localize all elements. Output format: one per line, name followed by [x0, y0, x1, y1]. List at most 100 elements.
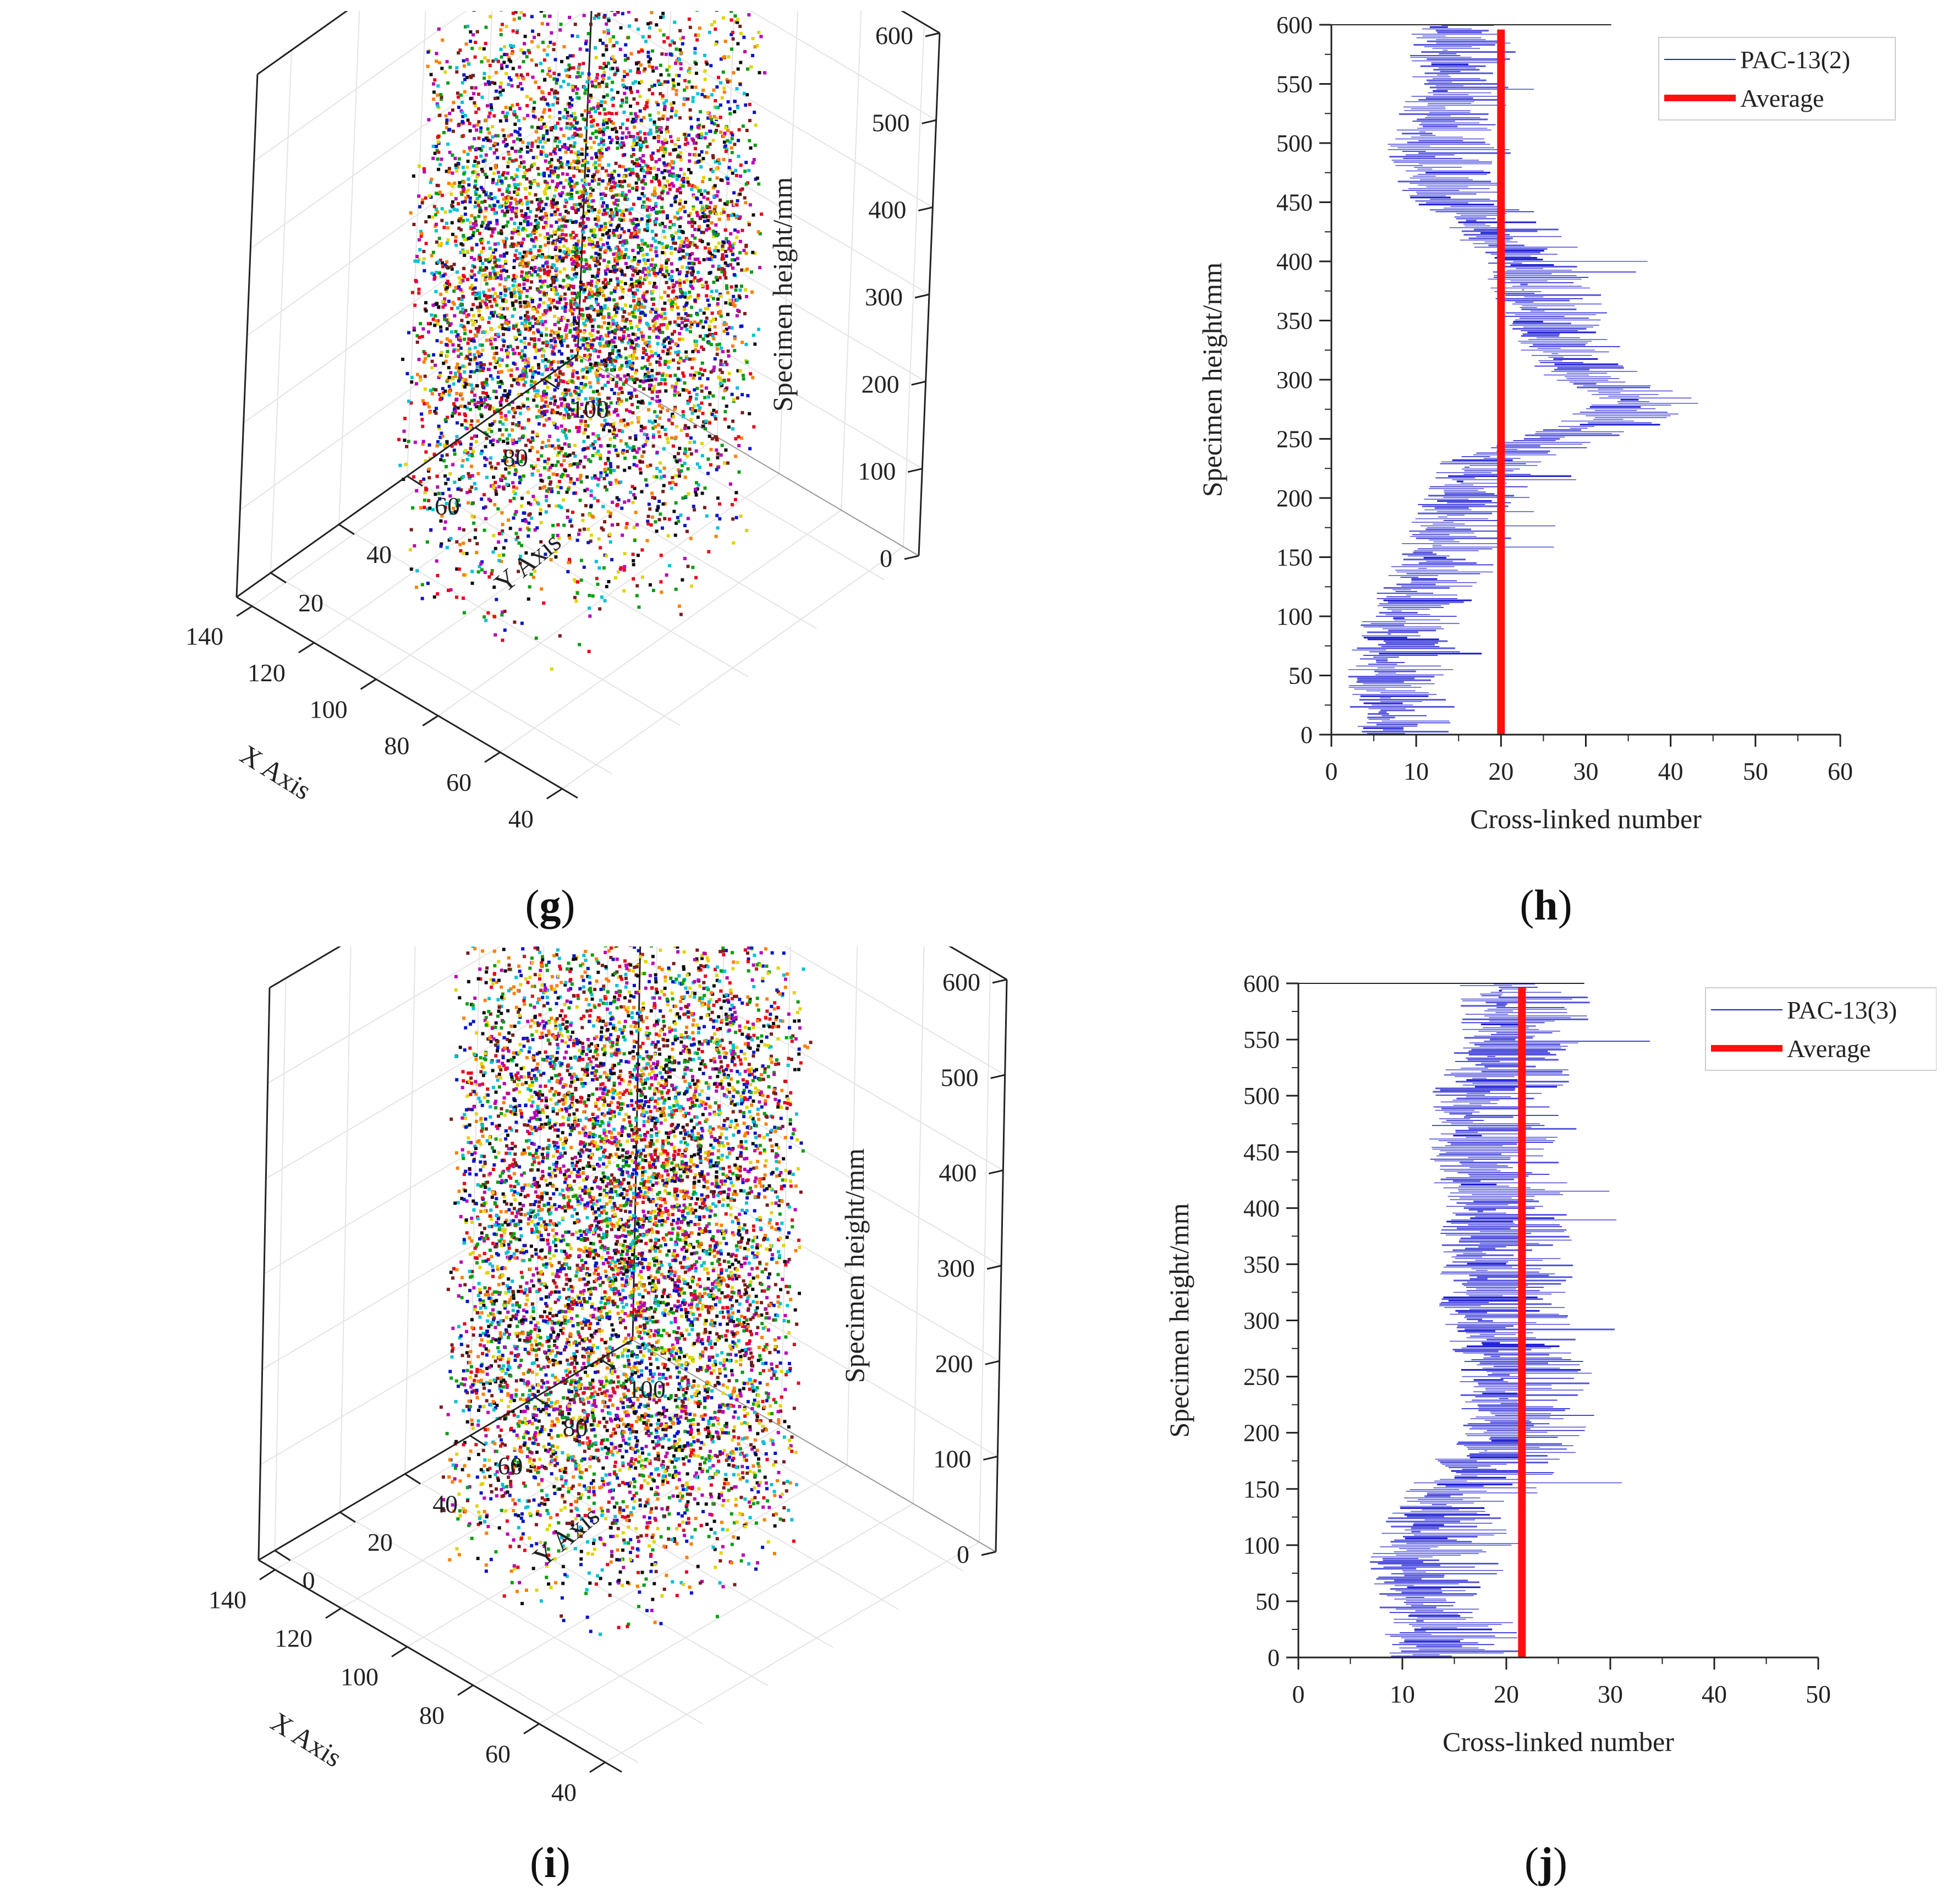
- data-point: [692, 193, 695, 197]
- data-point: [525, 168, 529, 172]
- data-point: [520, 349, 524, 353]
- data-point: [630, 145, 634, 149]
- data-point: [470, 419, 474, 423]
- data-point: [719, 359, 723, 363]
- data-point: [504, 205, 508, 209]
- data-point: [731, 243, 734, 247]
- data-point: [670, 39, 674, 43]
- data-point: [584, 258, 588, 262]
- data-point: [465, 551, 469, 555]
- data-point: [601, 233, 605, 237]
- data-point: [638, 130, 642, 134]
- data-point: [709, 343, 713, 347]
- data-point: [544, 187, 548, 191]
- data-point: [564, 436, 568, 440]
- data-point: [604, 462, 607, 466]
- data-point: [637, 447, 641, 451]
- data-point: [660, 146, 663, 150]
- data-point: [481, 169, 485, 173]
- data-point: [548, 482, 552, 486]
- data-point: [562, 45, 566, 48]
- data-point: [675, 174, 679, 178]
- data-point: [431, 144, 435, 148]
- data-point: [502, 344, 506, 348]
- data-point: [700, 384, 704, 388]
- data-point: [638, 148, 642, 152]
- data-point: [652, 297, 656, 301]
- data-point: [459, 122, 463, 126]
- data-point: [600, 325, 604, 329]
- data-point: [460, 100, 464, 104]
- data-point: [549, 41, 552, 45]
- data-point: [591, 390, 595, 393]
- data-point: [597, 13, 601, 17]
- data-point: [487, 497, 491, 501]
- data-point: [611, 424, 615, 428]
- data-point: [734, 491, 738, 495]
- data-point: [643, 132, 647, 136]
- data-point: [562, 454, 566, 458]
- data-point: [644, 140, 648, 144]
- data-point: [537, 86, 541, 90]
- data-point: [701, 179, 705, 183]
- data-point: [558, 634, 562, 638]
- data-point: [752, 425, 756, 429]
- data-point: [696, 125, 700, 129]
- data-point: [525, 310, 529, 314]
- data-point: [683, 295, 687, 299]
- data-point: [645, 222, 649, 226]
- data-point: [688, 256, 692, 260]
- data-point: [602, 428, 606, 431]
- data-point: [567, 429, 571, 433]
- data-point: [573, 126, 577, 130]
- data-point: [617, 251, 621, 255]
- data-point: [628, 354, 632, 358]
- data-point: [478, 296, 481, 300]
- data-point: [729, 232, 733, 236]
- data-point: [748, 447, 752, 451]
- data-point: [583, 189, 587, 193]
- data-point: [644, 261, 648, 265]
- data-point: [617, 173, 621, 177]
- data-point: [624, 347, 628, 351]
- data-point: [700, 193, 704, 196]
- data-point: [586, 32, 590, 36]
- data-point: [649, 21, 652, 25]
- data-point: [580, 216, 584, 220]
- data-point: [537, 249, 541, 253]
- data-point: [603, 222, 607, 226]
- data-point: [454, 243, 458, 247]
- data-point: [726, 181, 730, 185]
- data-point: [660, 52, 664, 56]
- data-point: [600, 138, 604, 141]
- data-point: [605, 406, 609, 410]
- data-point: [473, 370, 476, 374]
- data-point: [494, 466, 498, 470]
- data-point: [397, 437, 401, 441]
- data-point: [470, 581, 474, 585]
- data-point: [655, 308, 659, 311]
- data-point: [473, 358, 476, 362]
- data-point: [638, 95, 642, 99]
- data-point: [594, 14, 598, 18]
- data-point: [661, 154, 665, 158]
- data-point: [512, 496, 516, 500]
- data-point: [449, 537, 453, 540]
- data-point: [539, 486, 542, 490]
- data-point: [440, 351, 443, 354]
- data-point: [518, 300, 522, 304]
- data-point: [459, 302, 463, 306]
- data-point: [462, 172, 466, 176]
- data-point: [421, 261, 425, 265]
- data-point: [717, 241, 721, 245]
- data-point: [592, 407, 596, 411]
- data-point: [554, 463, 558, 467]
- data-point: [559, 85, 563, 89]
- data-point: [442, 226, 446, 229]
- data-point: [606, 29, 610, 32]
- data-point: [446, 349, 449, 353]
- data-point: [585, 80, 589, 84]
- data-point: [522, 383, 526, 387]
- data-point: [600, 386, 604, 390]
- data-point: [506, 352, 509, 355]
